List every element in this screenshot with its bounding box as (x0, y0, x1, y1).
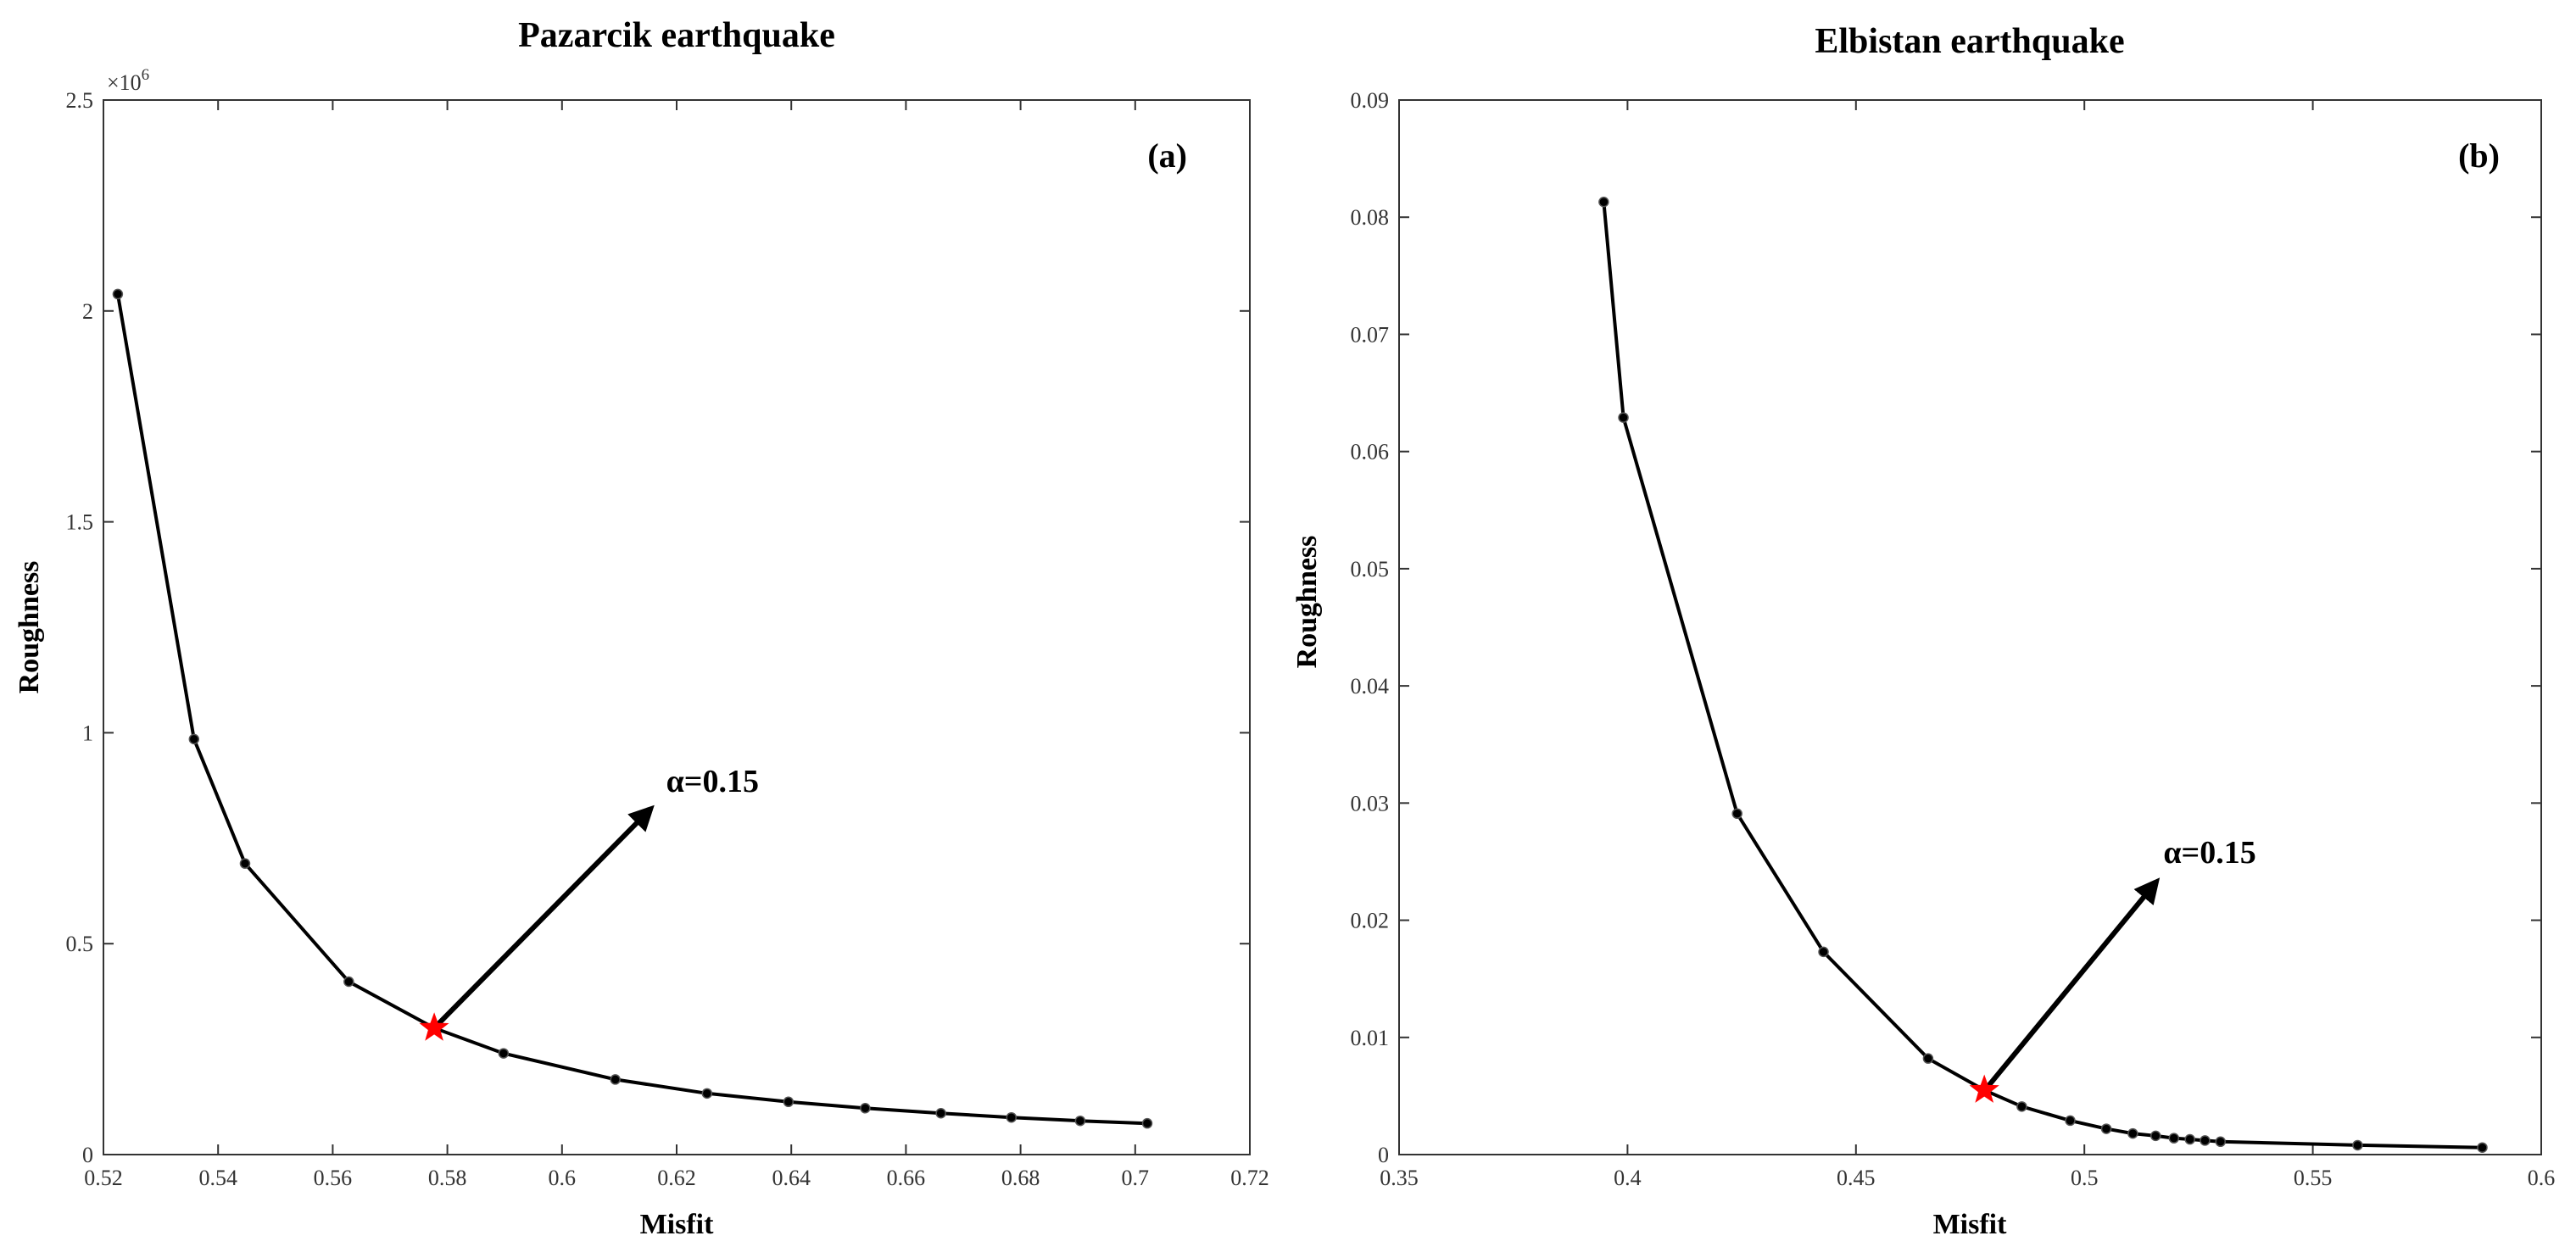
data-points (112, 288, 1153, 1129)
data-point (2100, 1123, 2112, 1134)
x-ticks: 0.52 0.54 0.56 0.58 0.6 0.62 0.64 0.66 0.68 0.7 0.… (84, 100, 1269, 1190)
x-tick-label: 0.6 (549, 1166, 577, 1190)
data-point (2168, 1133, 2180, 1144)
x-tick-label: 0.55 (2294, 1166, 2333, 1190)
y-tick-label: 0.01 (1351, 1026, 1390, 1050)
chart-pazarcik: Pazarcik earthquake 0.52 0.54 0.56 0.58 0.6 0… (14, 16, 1269, 1240)
y-ticks: 0 0.5 1 1.5 2 2.5 (66, 88, 1250, 1167)
y-tick-label: 0.03 (1351, 791, 1390, 815)
data-point (1618, 412, 1629, 423)
data-point (2184, 1133, 2195, 1145)
y-tick-label: 2.5 (66, 88, 94, 113)
data-point (112, 288, 124, 300)
x-axis-label: Misfit (1933, 1209, 2008, 1240)
x-tick-label: 0.45 (1837, 1166, 1876, 1190)
x-tick-label: 0.35 (1380, 1166, 1419, 1190)
y-tick-label: 0.07 (1351, 322, 1390, 347)
x-tick-label: 0.58 (428, 1166, 467, 1190)
data-point (783, 1096, 795, 1108)
panel-label: (b) (2458, 136, 2500, 175)
data-point (239, 858, 251, 869)
y-exponent-label: ×106 (107, 66, 149, 95)
selected-alpha-star-icon (1969, 1074, 1999, 1103)
series-line (115, 293, 1148, 1126)
y-tick-label: 0.08 (1351, 205, 1390, 230)
x-tick-label: 0.52 (84, 1166, 123, 1190)
x-tick-label: 0.7 (1122, 1166, 1150, 1190)
y-axis-label: Roughness (14, 561, 45, 694)
x-tick-label: 0.56 (314, 1166, 353, 1190)
y-ticks: 0 0.01 0.02 0.03 0.04 0.05 0.06 0.07 0.08 0.09 (1351, 88, 2541, 1167)
x-tick-label: 0.62 (657, 1166, 696, 1190)
data-point (610, 1074, 621, 1085)
x-tick-label: 0.64 (772, 1166, 811, 1190)
data-point (1074, 1115, 1086, 1127)
y-tick-label: 0.04 (1351, 674, 1390, 699)
x-tick-label: 0.54 (198, 1166, 237, 1190)
y-tick-label: 2 (82, 299, 93, 324)
chart-title: Elbistan earthquake (1815, 22, 2124, 61)
x-ticks: 0.35 0.4 0.45 0.5 0.55 0.6 (1380, 100, 2555, 1190)
y-tick-label: 1 (82, 721, 93, 745)
x-axis-label: Misfit (640, 1209, 715, 1240)
y-tick-label: 0.09 (1351, 88, 1390, 113)
y-tick-label: 1.5 (66, 510, 94, 535)
y-tick-label: 0 (1378, 1143, 1389, 1167)
y-tick-label: 0.02 (1351, 909, 1390, 933)
x-tick-label: 0.6 (2528, 1166, 2556, 1190)
data-point (498, 1048, 510, 1059)
data-point (2150, 1130, 2161, 1142)
data-point (935, 1107, 946, 1119)
plot-area (103, 99, 1251, 1155)
x-tick-label: 0.5 (2071, 1166, 2099, 1190)
data-point (701, 1088, 713, 1099)
annotation-label: α=0.15 (2163, 835, 2255, 871)
chart-title: Pazarcik earthquake (518, 16, 835, 55)
data-point (2200, 1135, 2211, 1146)
x-tick-label: 0.68 (1001, 1166, 1040, 1190)
data-point (1598, 197, 1609, 208)
data-point (1006, 1111, 1018, 1123)
y-tick-label: 0 (82, 1143, 93, 1167)
data-point (2477, 1142, 2488, 1153)
chart-elbistan: Elbistan earthquake 0.35 0.4 0.45 0.5 0.55 0.… (1291, 22, 2555, 1240)
selected-alpha-star-icon (419, 1012, 449, 1041)
x-tick-label: 0.4 (1614, 1166, 1642, 1190)
plot-area (1398, 99, 2542, 1155)
y-axis-label: Roughness (1291, 536, 1323, 669)
panel-label: (a) (1147, 136, 1187, 175)
data-point (860, 1103, 871, 1114)
annotation-arrow (435, 804, 655, 1027)
data-point (2016, 1101, 2027, 1112)
y-tick-label: 0.06 (1351, 440, 1390, 465)
annotation-label: α=0.15 (666, 764, 759, 799)
data-point (1141, 1117, 1153, 1129)
annotation-arrow (1985, 877, 2161, 1088)
data-point (2215, 1136, 2227, 1148)
data-point (343, 976, 354, 988)
data-point (188, 733, 200, 745)
data-point (1922, 1053, 1934, 1064)
x-tick-label: 0.66 (887, 1166, 926, 1190)
data-point (1818, 946, 1829, 958)
x-tick-label: 0.72 (1230, 1166, 1269, 1190)
data-points (1598, 197, 2488, 1153)
data-point (2127, 1127, 2138, 1139)
data-point (2352, 1139, 2363, 1151)
y-tick-label: 0.5 (66, 932, 94, 956)
y-tick-label: 0.05 (1351, 557, 1390, 582)
data-point (2065, 1115, 2076, 1127)
series-line (1602, 202, 2483, 1149)
data-point (1731, 808, 1742, 820)
